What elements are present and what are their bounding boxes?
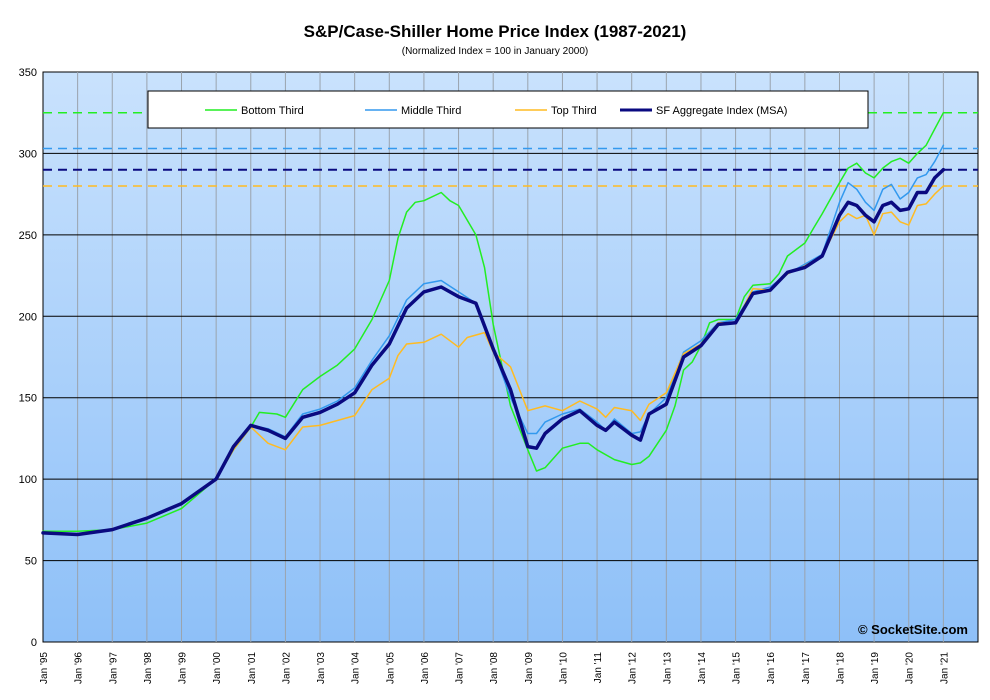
chart-title: S&P/Case-Shiller Home Price Index (1987-…: [303, 22, 687, 41]
x-tick-label: Jan '95: [39, 652, 50, 684]
x-tick-label: Jan '96: [74, 652, 85, 684]
legend-box: [147, 90, 869, 129]
x-tick-label: Jan '19: [870, 652, 881, 684]
x-tick-label: Jan '97: [108, 652, 119, 684]
y-tick-label: 0: [31, 637, 37, 649]
x-tick-label: Jan '09: [524, 652, 535, 684]
legend-label: Bottom Third: [241, 105, 304, 117]
legend-label: SF Aggregate Index (MSA): [656, 105, 787, 117]
x-tick-label: Jan '99: [178, 652, 189, 684]
y-tick-label: 300: [19, 148, 37, 160]
y-tick-label: 150: [19, 393, 37, 405]
y-tick-label: 200: [19, 311, 37, 323]
y-tick-label: 50: [25, 556, 37, 568]
x-tick-label: Jan '14: [697, 652, 708, 684]
x-tick-label: Jan '06: [420, 652, 431, 684]
plot-area: [42, 71, 979, 643]
legend-label: Middle Third: [401, 105, 461, 117]
series-line: [41, 167, 946, 537]
x-tick-label: Jan '12: [628, 652, 639, 684]
y-tick-label: 100: [19, 474, 37, 486]
x-tick-label: Jan '15: [732, 652, 743, 684]
x-tick-label: Jan '08: [489, 652, 500, 684]
series-layer: [41, 111, 946, 537]
legend-label: Top Third: [551, 105, 597, 117]
x-tick-label: Jan '11: [593, 652, 604, 684]
x-tick-label: Jan '18: [835, 652, 846, 684]
series-line: [42, 111, 945, 533]
x-tick-label: Jan '16: [766, 652, 777, 684]
x-tick-label: Jan '00: [212, 652, 223, 684]
x-tick-label: Jan '07: [455, 652, 466, 684]
y-tick-label: 250: [19, 230, 37, 242]
y-axis-ticks: 0 50 100 150 200 250 300 350: [19, 67, 37, 649]
x-tick-label: Jan '98: [143, 652, 154, 684]
x-tick-label: Jan '03: [316, 652, 327, 684]
x-tick-label: Jan '20: [905, 652, 916, 684]
chart-subtitle: (Normalized Index = 100 in January 2000): [401, 46, 589, 57]
x-tick-label: Jan '17: [801, 652, 812, 684]
x-tick-label: Jan '04: [351, 652, 362, 684]
x-tick-label: Jan '13: [662, 652, 673, 684]
legend: Bottom Third Middle Third Top Third SF Aggr…: [147, 90, 869, 129]
x-tick-label: Jan '10: [558, 652, 569, 684]
x-tick-label: Jan '02: [281, 652, 292, 684]
x-tick-label: Jan '21: [939, 652, 950, 684]
x-tick-label: Jan '05: [385, 652, 396, 684]
x-axis-ticks: Jan '95 Jan '96 Jan '97 Jan '98 Jan '99 Jan '…: [39, 652, 950, 684]
y-tick-label: 350: [19, 67, 37, 79]
vertical-grid: [77, 72, 944, 642]
watermark: © SocketSite.com: [858, 622, 968, 637]
series-line: [42, 185, 945, 536]
x-tick-label: Jan '01: [247, 652, 258, 684]
